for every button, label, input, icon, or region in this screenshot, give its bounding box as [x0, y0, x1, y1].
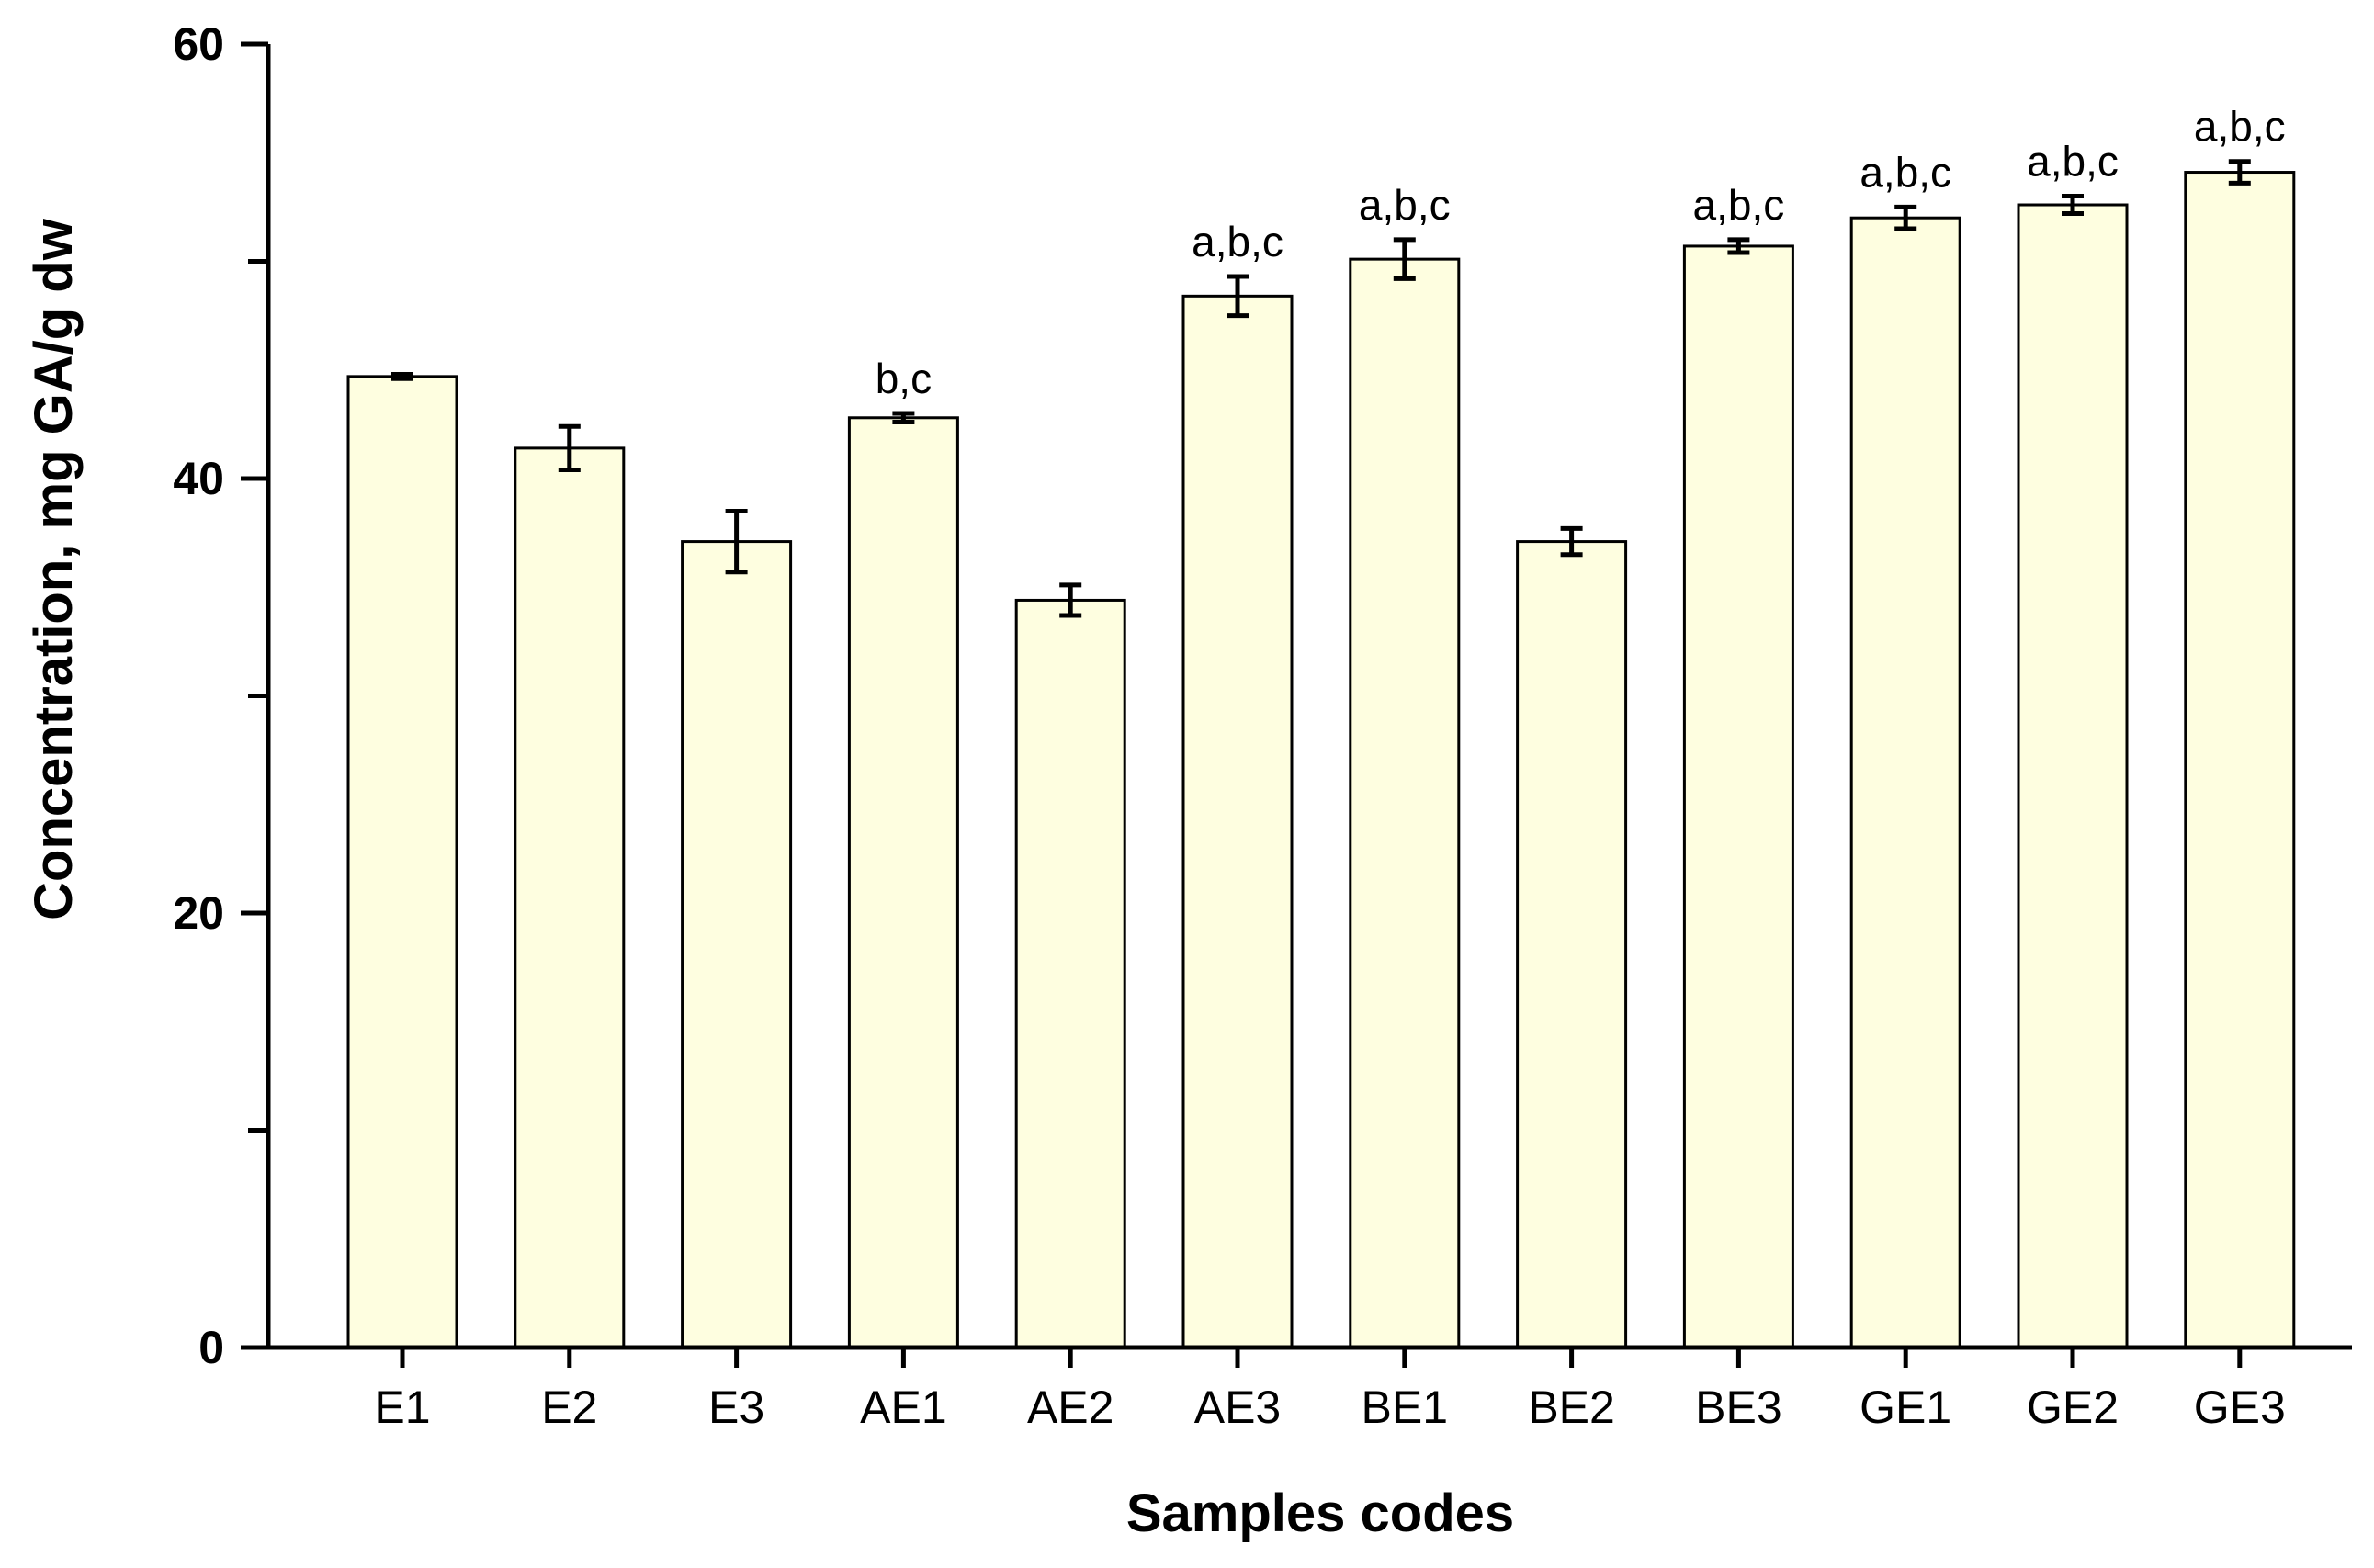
error-bar — [1894, 204, 1917, 231]
bar — [681, 540, 793, 1349]
x-tick-label: BE3 — [1695, 1382, 1782, 1433]
bar — [346, 375, 458, 1349]
error-bar — [2062, 194, 2084, 216]
annotations: b,c a,b,c a,b,c a,b,c a,b,c a,b,c a,b,c — [876, 103, 2286, 402]
x-tick-label: AE3 — [1194, 1382, 1282, 1433]
x-tick-label: E1 — [374, 1382, 430, 1433]
error-bar — [725, 508, 748, 575]
y-tick-label: 0 — [198, 1322, 224, 1373]
significance-label: a,b,c — [1860, 148, 1951, 196]
bars — [346, 171, 2296, 1349]
bar — [847, 416, 959, 1349]
bar — [2184, 171, 2296, 1349]
error-bar — [892, 411, 915, 425]
error-bars — [391, 159, 2251, 618]
bar — [514, 446, 626, 1349]
error-bar — [1727, 237, 1750, 255]
y-axis-title: Concentration, mg GA/g dw — [24, 218, 84, 920]
x-axis-title: Samples codes — [1126, 1483, 1514, 1543]
x-tick-label: E3 — [708, 1382, 764, 1433]
error-bar — [558, 423, 581, 473]
significance-label: a,b,c — [2194, 103, 2286, 151]
error-bar — [1393, 237, 1416, 281]
x-tick-label: AE2 — [1027, 1382, 1114, 1433]
axes: E1 E2 E3 AE1 AE2 AE3 BE1 BE2 BE3 GE1 GE2 GE3 0 20 40 60 — [173, 18, 2352, 1433]
significance-label: a,b,c — [1359, 181, 1451, 229]
significance-label: a,b,c — [2027, 138, 2119, 186]
x-tick-label: BE1 — [1362, 1382, 1449, 1433]
significance-label: a,b,c — [1192, 218, 1283, 265]
error-bar — [1560, 525, 1583, 558]
x-tick-label: E2 — [541, 1382, 597, 1433]
x-tick-label: BE2 — [1528, 1382, 1615, 1433]
significance-label: a,b,c — [1693, 181, 1785, 229]
bar — [2017, 203, 2129, 1349]
bar — [1516, 540, 1628, 1349]
y-tick-label: 60 — [173, 18, 224, 70]
y-tick-label: 40 — [173, 453, 224, 504]
error-bar — [2228, 159, 2251, 186]
error-bar — [391, 371, 413, 381]
x-tick-label: GE1 — [1860, 1382, 1951, 1433]
y-tick-label: 20 — [173, 887, 224, 939]
error-bar — [1059, 582, 1082, 618]
x-tick-label: GE3 — [2194, 1382, 2286, 1433]
bar — [1349, 257, 1461, 1349]
bar — [1849, 216, 1961, 1349]
x-tick-label: GE2 — [2027, 1382, 2119, 1433]
error-bar — [1227, 274, 1249, 319]
x-tick-label: AE1 — [860, 1382, 947, 1433]
bar — [1682, 244, 1794, 1349]
significance-label: b,c — [876, 355, 932, 402]
bar — [1014, 598, 1126, 1349]
bar — [1181, 294, 1294, 1349]
